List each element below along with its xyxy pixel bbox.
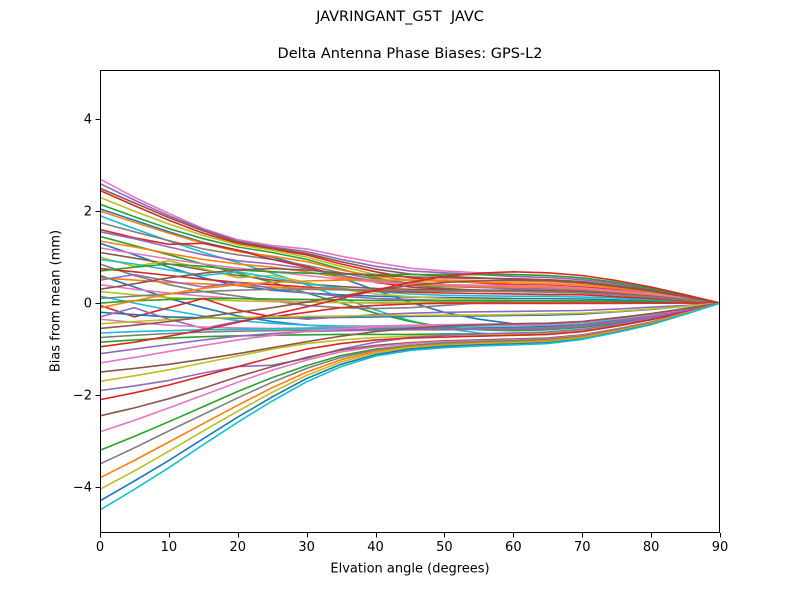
x-tick-label: 80 [643, 540, 660, 555]
y-tick-label: −4 [73, 481, 92, 496]
figure-suptitle: JAVRINGANT_G5T JAVC [316, 9, 484, 25]
x-tick-label: 30 [298, 540, 315, 555]
bias-line [100, 267, 720, 304]
bias-line [100, 270, 720, 348]
x-tick-label: 60 [505, 540, 522, 555]
y-tick-label: −2 [73, 389, 92, 404]
x-tick-label: 50 [436, 540, 453, 555]
bias-line [100, 302, 720, 325]
y-tick-label: 4 [84, 113, 92, 128]
bias-line [100, 240, 720, 304]
bias-line [100, 302, 720, 364]
y-axis-label: Bias from mean (mm) [48, 229, 64, 373]
y-tick-label: 2 [84, 205, 92, 220]
x-axis-label: Elvation angle (degrees) [330, 561, 490, 577]
bias-line [100, 302, 720, 511]
bias-line [100, 288, 720, 304]
bias-line [100, 267, 720, 304]
bias-line [100, 263, 720, 304]
bias-line [100, 182, 720, 304]
axes-box [100, 70, 720, 533]
bias-line [100, 302, 720, 355]
x-tick-label: 10 [161, 540, 178, 555]
x-tick-label: 40 [367, 540, 384, 555]
x-tick-label: 90 [712, 540, 729, 555]
bias-line [100, 251, 720, 304]
x-tick-label: 70 [574, 540, 591, 555]
bias-line [100, 279, 720, 330]
x-tick-label: 0 [96, 540, 104, 555]
bias-line [100, 247, 720, 304]
y-tick-label: 0 [84, 297, 92, 312]
x-tick-label: 20 [230, 540, 247, 555]
bias-line [100, 302, 720, 479]
bias-line-group [100, 178, 720, 511]
bias-line [100, 297, 720, 318]
bias-line [100, 258, 720, 304]
bias-line [100, 302, 720, 330]
bias-line [100, 302, 720, 401]
bias-line [100, 302, 720, 373]
chart-title: Delta Antenna Phase Biases: GPS-L2 [277, 46, 543, 62]
bias-line [100, 189, 720, 304]
